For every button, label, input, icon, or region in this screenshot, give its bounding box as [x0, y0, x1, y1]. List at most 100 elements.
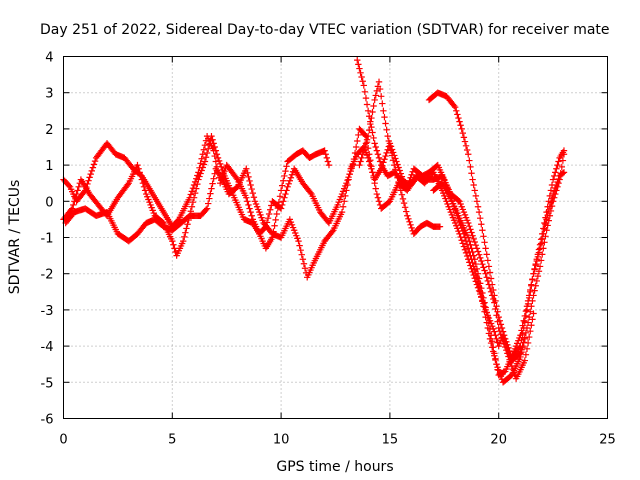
data-point: [369, 169, 376, 176]
data-point: [485, 263, 493, 270]
data-point: [482, 304, 489, 311]
data-point: [537, 240, 545, 247]
data-point: [467, 226, 474, 233]
data-point: [286, 177, 294, 184]
data-point: [517, 353, 524, 361]
data-point: [243, 165, 250, 172]
data-point: [214, 154, 222, 162]
data-point: [203, 149, 211, 157]
data-point: [282, 190, 289, 198]
data-point: [524, 297, 532, 305]
data-point: [453, 107, 460, 114]
data-point: [375, 78, 383, 86]
data-point: [282, 167, 289, 175]
data-point: [484, 313, 492, 321]
data-point: [482, 245, 489, 252]
data-point: [519, 322, 526, 329]
data-point: [482, 270, 489, 277]
data-point: [520, 317, 527, 324]
data-point: [244, 169, 251, 176]
data-point: [536, 245, 544, 252]
data-point: [522, 329, 530, 337]
data-point: [171, 245, 178, 252]
data-point: [499, 328, 507, 335]
data-point: [521, 357, 529, 364]
data-point: [504, 341, 511, 349]
data-point: [460, 243, 468, 250]
data-point: [208, 185, 215, 192]
data-point: [195, 176, 202, 183]
data-point: [521, 334, 529, 341]
data-point: [380, 107, 387, 114]
data-point: [379, 100, 386, 107]
data-point: [528, 322, 535, 329]
data-point: [367, 161, 374, 169]
data-point: [135, 165, 142, 172]
data-point: [393, 170, 400, 177]
data-point: [481, 239, 488, 246]
data-point: [473, 265, 481, 273]
data-point: [196, 173, 203, 180]
series-track-1: [60, 132, 333, 252]
data-point: [346, 170, 353, 178]
data-point: [245, 173, 252, 181]
data-point: [356, 161, 363, 169]
y-axis-label: SDTVAR / TECUs: [7, 180, 23, 295]
data-point: [493, 361, 500, 368]
y-tick-label: -1: [41, 232, 54, 247]
data-point: [481, 299, 488, 306]
data-point: [273, 210, 280, 218]
data-point: [373, 87, 381, 95]
data-point: [408, 224, 415, 232]
data-point: [280, 177, 287, 184]
data-point: [298, 251, 305, 258]
data-point: [486, 284, 494, 292]
data-point: [460, 134, 468, 141]
data-point: [505, 344, 512, 352]
data-point: [479, 260, 486, 268]
data-point: [91, 157, 99, 165]
y-tick-label: -5: [41, 376, 54, 391]
series-track-6: [356, 78, 444, 238]
data-point: [525, 292, 533, 299]
data-point: [189, 199, 197, 206]
data-point: [356, 65, 363, 72]
axis-ticks: 0 5 10 15 20 25 -6 -5 -4 -3 -2 -1 0 1 2 3 4: [41, 51, 616, 448]
data-point: [194, 180, 201, 188]
data-point: [212, 158, 220, 165]
data-point: [530, 310, 537, 317]
data-point: [468, 229, 475, 236]
x-tick-label: 5: [168, 433, 176, 448]
data-point: [485, 319, 493, 327]
data-point: [364, 107, 372, 114]
data-point: [375, 154, 383, 162]
x-tick-label: 25: [599, 433, 616, 448]
data-point: [553, 181, 560, 189]
data-point: [486, 269, 494, 276]
data-point: [525, 313, 533, 321]
data-point: [324, 158, 332, 165]
data-point: [554, 161, 561, 169]
data-point: [462, 142, 470, 149]
data-point: [396, 167, 403, 174]
data-point: [542, 221, 549, 228]
data-point: [487, 275, 495, 282]
data-point: [190, 194, 198, 201]
data-point: [374, 194, 382, 201]
data-point: [470, 235, 477, 243]
data-point: [522, 307, 530, 315]
data-point: [354, 137, 361, 145]
data-point: [245, 201, 252, 209]
data-point: [297, 246, 304, 254]
data-point: [555, 158, 562, 165]
data-point: [541, 239, 548, 246]
data-point: [209, 136, 216, 143]
data-point: [345, 176, 352, 183]
data-point: [436, 223, 444, 230]
y-tick-label: -6: [41, 413, 54, 428]
y-tick-label: -2: [41, 268, 54, 283]
data-point: [459, 240, 466, 247]
data-point: [483, 274, 490, 281]
data-point: [408, 171, 415, 178]
data-point: [518, 348, 525, 356]
